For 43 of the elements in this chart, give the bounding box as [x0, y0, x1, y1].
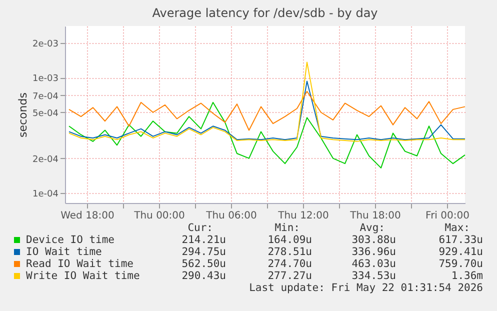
line-series	[68, 80, 466, 140]
text: 463.03u	[352, 258, 396, 270]
text: 334.53u	[352, 270, 396, 282]
text: Cur:	[188, 222, 213, 234]
text: 164.09u	[268, 234, 312, 246]
x-tick-label: Thu 00:00	[133, 210, 185, 222]
y-tick-label: 1e-04	[32, 190, 59, 200]
text: Last update: Fri May 22 01:31:54 2026	[249, 282, 483, 294]
text: Min:	[274, 222, 300, 234]
line-series	[68, 102, 466, 168]
legend-label: Read IO Wait time	[26, 258, 134, 270]
text: 274.70u	[268, 258, 312, 270]
text: 303.88u	[352, 234, 396, 246]
text: 290.43u	[182, 270, 226, 282]
line-series	[68, 90, 466, 131]
legend-label: Device IO time	[26, 234, 115, 246]
text: Avg:	[360, 222, 385, 234]
text: 278.51u	[268, 246, 312, 258]
text: 929.41u	[438, 246, 483, 258]
x-tick-label: Fri 00:00	[426, 210, 470, 222]
x-tick-label: Thu 06:00	[205, 210, 257, 222]
y-tick-label: 2e-03	[32, 39, 58, 50]
text: 214.21u	[182, 234, 226, 246]
text: Max:	[444, 222, 470, 234]
x-tick-label: Thu 18:00	[349, 210, 401, 222]
legend-label: IO Wait time	[26, 246, 102, 258]
text: 277.27u	[268, 270, 312, 282]
text: 562.50u	[182, 258, 226, 270]
y-tick-label: 5e-04	[32, 108, 59, 119]
line-series	[68, 62, 466, 142]
x-tick-label: Wed 18:00	[60, 210, 114, 222]
y-tick-label: 1e-03	[32, 74, 58, 84]
legend-label: Write IO Wait time	[26, 270, 140, 282]
text: 617.33u	[438, 234, 483, 246]
x-tick-label: Thu 12:00	[277, 210, 329, 222]
text: 294.75u	[182, 246, 226, 258]
text: 336.96u	[352, 246, 396, 258]
y-axis-title: seconds	[16, 92, 30, 138]
y-tick-label: 2e-04	[32, 154, 59, 165]
y-tick-label: 7e-04	[32, 92, 59, 102]
chart-title: Average latency for /dev/sdb - by day	[152, 6, 378, 20]
text: 759.70u	[438, 258, 483, 270]
text: 1.36m	[451, 270, 483, 282]
